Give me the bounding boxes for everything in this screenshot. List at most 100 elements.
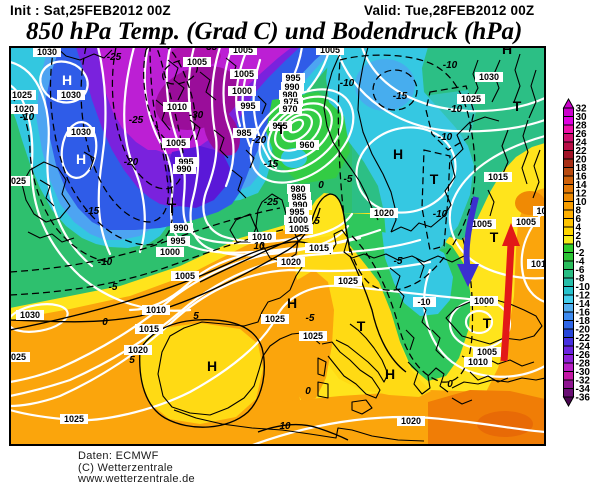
- svg-text:995: 995: [178, 157, 193, 167]
- svg-text:0: 0: [305, 386, 311, 397]
- svg-text:-24: -24: [576, 342, 591, 353]
- svg-text:-15: -15: [85, 206, 100, 217]
- svg-text:-25: -25: [107, 52, 122, 63]
- svg-text:14: 14: [576, 180, 588, 191]
- svg-text:H: H: [76, 151, 86, 167]
- svg-text:-34: -34: [576, 384, 591, 395]
- svg-text:0: 0: [447, 379, 453, 390]
- svg-text:0: 0: [318, 180, 324, 191]
- svg-text:-10: -10: [20, 112, 35, 123]
- svg-text:8: 8: [576, 206, 582, 217]
- svg-text:1005: 1005: [516, 217, 536, 227]
- svg-text:-30: -30: [576, 367, 591, 378]
- svg-text:-30: -30: [189, 110, 204, 121]
- svg-text:T: T: [490, 229, 499, 245]
- svg-text:1010: 1010: [252, 232, 272, 242]
- svg-text:T: T: [277, 121, 286, 137]
- svg-text:16: 16: [576, 172, 588, 183]
- svg-text:1005: 1005: [187, 57, 207, 67]
- svg-text:H: H: [207, 358, 217, 374]
- svg-text:980: 980: [282, 90, 297, 100]
- svg-text:-20: -20: [252, 135, 267, 146]
- svg-text:1020: 1020: [14, 104, 34, 114]
- svg-text:1025: 1025: [64, 414, 84, 424]
- svg-text:990: 990: [173, 223, 188, 233]
- svg-text:1025: 1025: [265, 314, 285, 324]
- svg-text:18: 18: [576, 163, 588, 174]
- svg-text:990: 990: [292, 200, 307, 210]
- svg-text:26: 26: [576, 129, 588, 140]
- svg-text:-14: -14: [576, 299, 591, 310]
- svg-text:1005: 1005: [477, 347, 497, 357]
- svg-text:-5: -5: [394, 256, 403, 267]
- svg-text:1030: 1030: [71, 127, 91, 137]
- svg-text:995: 995: [170, 236, 185, 246]
- svg-text:-25: -25: [264, 197, 279, 208]
- svg-text:1020: 1020: [128, 345, 148, 355]
- svg-text:-12: -12: [576, 291, 591, 302]
- svg-text:980: 980: [290, 184, 305, 194]
- svg-text:T: T: [513, 98, 522, 114]
- svg-text:1025: 1025: [6, 176, 26, 186]
- svg-text:-10: -10: [438, 132, 453, 143]
- svg-text:5: 5: [193, 311, 199, 322]
- svg-text:1025: 1025: [12, 90, 32, 100]
- svg-text:1020: 1020: [401, 416, 421, 426]
- svg-text:-18: -18: [576, 316, 591, 327]
- svg-text:-32: -32: [576, 376, 591, 387]
- svg-text:1030: 1030: [37, 47, 57, 57]
- svg-text:20: 20: [576, 155, 588, 166]
- svg-text:H: H: [502, 41, 512, 57]
- svg-text:995: 995: [289, 207, 304, 217]
- svg-text:1000: 1000: [288, 215, 308, 225]
- svg-text:1015: 1015: [488, 172, 508, 182]
- svg-text:1015: 1015: [309, 243, 329, 253]
- svg-text:32: 32: [576, 104, 588, 115]
- svg-text:T: T: [483, 315, 492, 331]
- svg-text:995: 995: [285, 73, 300, 83]
- svg-text:1020: 1020: [281, 257, 301, 267]
- svg-text:12: 12: [576, 189, 588, 200]
- svg-text:2: 2: [576, 231, 582, 242]
- svg-text:-22: -22: [576, 333, 591, 344]
- svg-text:10: 10: [279, 421, 291, 432]
- svg-text:-28: -28: [576, 359, 591, 370]
- svg-text:1005: 1005: [233, 45, 253, 55]
- svg-text:-16: -16: [576, 308, 591, 319]
- svg-text:985: 985: [236, 128, 251, 138]
- svg-text:-10: -10: [443, 60, 458, 71]
- svg-text:-10: -10: [515, 34, 530, 45]
- svg-text:990: 990: [176, 164, 191, 174]
- svg-text:101: 101: [536, 206, 551, 216]
- svg-text:1005: 1005: [472, 219, 492, 229]
- svg-text:975: 975: [283, 97, 298, 107]
- svg-text:1025: 1025: [338, 276, 358, 286]
- svg-text:1005: 1005: [289, 224, 309, 234]
- svg-text:-10: -10: [433, 209, 448, 220]
- svg-text:1025: 1025: [6, 352, 26, 362]
- svg-text:-5: -5: [109, 282, 118, 293]
- svg-text:-20: -20: [576, 325, 591, 336]
- svg-text:1000: 1000: [232, 86, 252, 96]
- svg-text:1020: 1020: [374, 208, 394, 218]
- svg-text:-15: -15: [393, 91, 408, 102]
- svg-text:1010: 1010: [468, 357, 488, 367]
- svg-text:-4: -4: [576, 257, 585, 268]
- svg-text:30: 30: [576, 112, 588, 123]
- svg-text:-20: -20: [124, 157, 139, 168]
- svg-text:-26: -26: [576, 350, 591, 361]
- svg-text:10: 10: [576, 197, 588, 208]
- svg-text:1005: 1005: [175, 271, 195, 281]
- svg-text:-2: -2: [576, 248, 585, 259]
- svg-text:4: 4: [576, 223, 582, 234]
- svg-text:1030: 1030: [479, 72, 499, 82]
- svg-text:0: 0: [102, 317, 108, 328]
- svg-text:-6: -6: [576, 265, 585, 276]
- svg-text:-10: -10: [448, 104, 463, 115]
- svg-text:1030: 1030: [61, 90, 81, 100]
- svg-text:-5: -5: [344, 174, 353, 185]
- svg-text:28: 28: [576, 121, 588, 132]
- svg-text:995: 995: [240, 101, 255, 111]
- svg-text:-35: -35: [203, 42, 218, 53]
- svg-text:6: 6: [576, 214, 582, 225]
